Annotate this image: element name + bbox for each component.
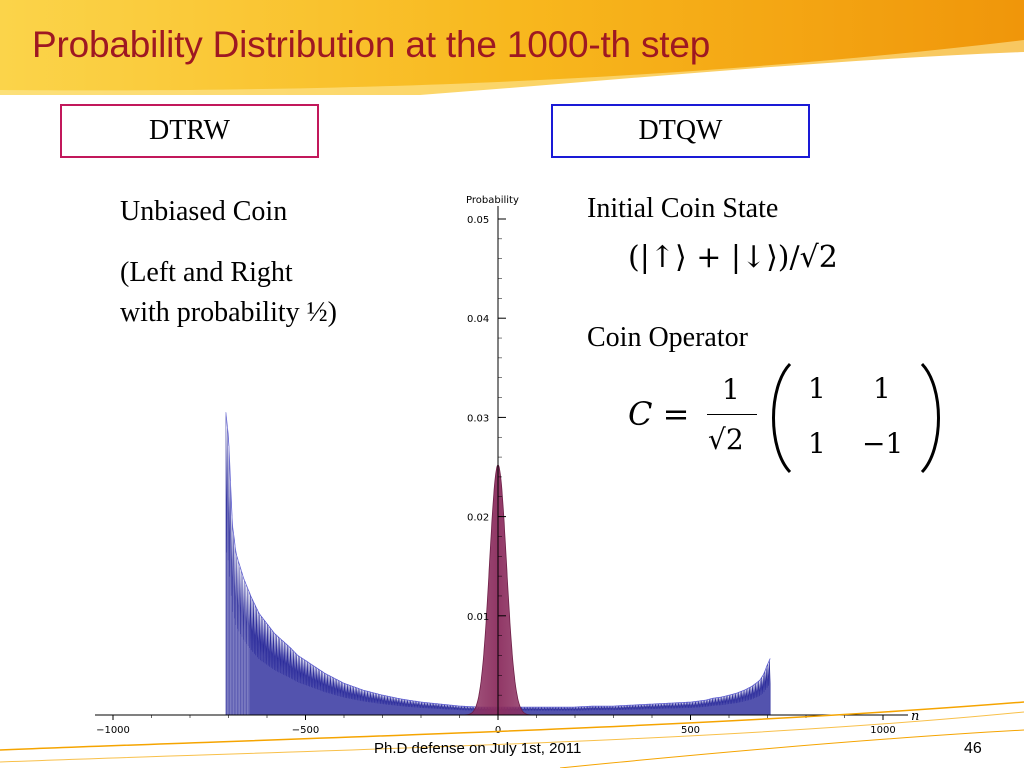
dtrw-label-box: DTRW — [60, 104, 319, 158]
matrix-cell-00: 1 — [808, 372, 826, 405]
matrix-cell-11: −1 — [862, 427, 904, 460]
initial-coin-state-title: Initial Coin State — [587, 193, 779, 224]
x-tick-label: 1000 — [870, 725, 895, 736]
x-tick-label: 0 — [495, 725, 501, 736]
coin-operator-lhs: C = — [628, 395, 690, 433]
slide-title: Probability Distribution at the 1000-th … — [32, 24, 711, 65]
probability-half-text: with probability ½) — [120, 297, 337, 328]
y-tick-label: 0.03 — [467, 413, 489, 424]
y-tick-label: 0.04 — [467, 314, 489, 325]
coin-operator-title: Coin Operator — [587, 322, 748, 353]
operator-fraction-denominator: √2 — [708, 423, 744, 456]
y-tick-label: 0.02 — [467, 513, 489, 524]
x-tick-label: −500 — [292, 725, 319, 736]
page-number: 46 — [964, 740, 982, 757]
footer-text: Ph.D defense on July 1st, 2011 — [374, 740, 582, 757]
matrix-cell-10: 1 — [808, 427, 826, 460]
unbiased-coin-text: Unbiased Coin — [120, 196, 288, 227]
left-right-text: (Left and Right — [120, 257, 293, 288]
y-tick-label: 0.01 — [467, 612, 489, 623]
operator-fraction-numerator: 1 — [722, 373, 740, 406]
fraction-bar — [707, 414, 757, 415]
initial-state-formula: (|↑⟩ + |↓⟩)/√2 — [628, 240, 838, 275]
y-axis-label: Probability — [466, 195, 519, 206]
x-tick-label: 500 — [681, 725, 700, 736]
matrix-right-bracket — [920, 362, 940, 474]
x-axis-label: n — [911, 709, 919, 724]
x-tick-label: −1000 — [96, 725, 130, 736]
matrix-cell-01: 1 — [873, 372, 891, 405]
dtqw-label-box: DTQW — [551, 104, 810, 158]
footer-decoration — [0, 701, 1024, 768]
matrix-left-bracket — [772, 362, 792, 474]
header-background — [0, 0, 1024, 100]
y-tick-label: 0.05 — [467, 215, 489, 226]
